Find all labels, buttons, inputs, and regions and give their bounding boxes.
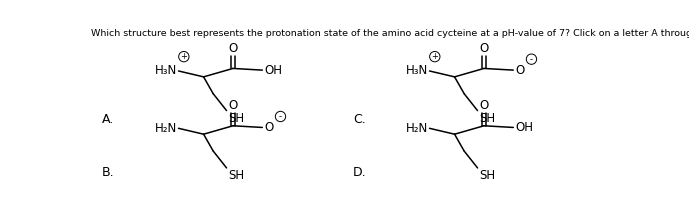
Text: OH: OH [265, 64, 282, 77]
Text: -: - [530, 55, 533, 64]
Text: C.: C. [353, 113, 366, 125]
Text: O: O [480, 42, 489, 55]
Text: Which structure best represents the protonation state of the amino acid cycteine: Which structure best represents the prot… [92, 29, 689, 38]
Text: H₂N: H₂N [155, 122, 178, 135]
Text: D.: D. [353, 166, 367, 180]
Text: SH: SH [229, 112, 245, 125]
Text: H₂N: H₂N [406, 122, 429, 135]
Text: A.: A. [102, 113, 114, 125]
Text: +: + [181, 52, 187, 61]
Text: OH: OH [515, 121, 533, 134]
Text: B.: B. [102, 166, 115, 180]
Text: O: O [515, 64, 525, 77]
Text: SH: SH [480, 169, 496, 182]
Text: O: O [228, 99, 238, 112]
Text: H₃N: H₃N [406, 64, 429, 78]
Text: SH: SH [480, 112, 496, 125]
Text: O: O [265, 121, 274, 134]
Text: O: O [228, 42, 238, 55]
Text: O: O [480, 99, 489, 112]
Text: -: - [279, 112, 282, 121]
Text: H₃N: H₃N [155, 64, 178, 78]
Text: SH: SH [229, 169, 245, 182]
Text: +: + [431, 52, 438, 61]
